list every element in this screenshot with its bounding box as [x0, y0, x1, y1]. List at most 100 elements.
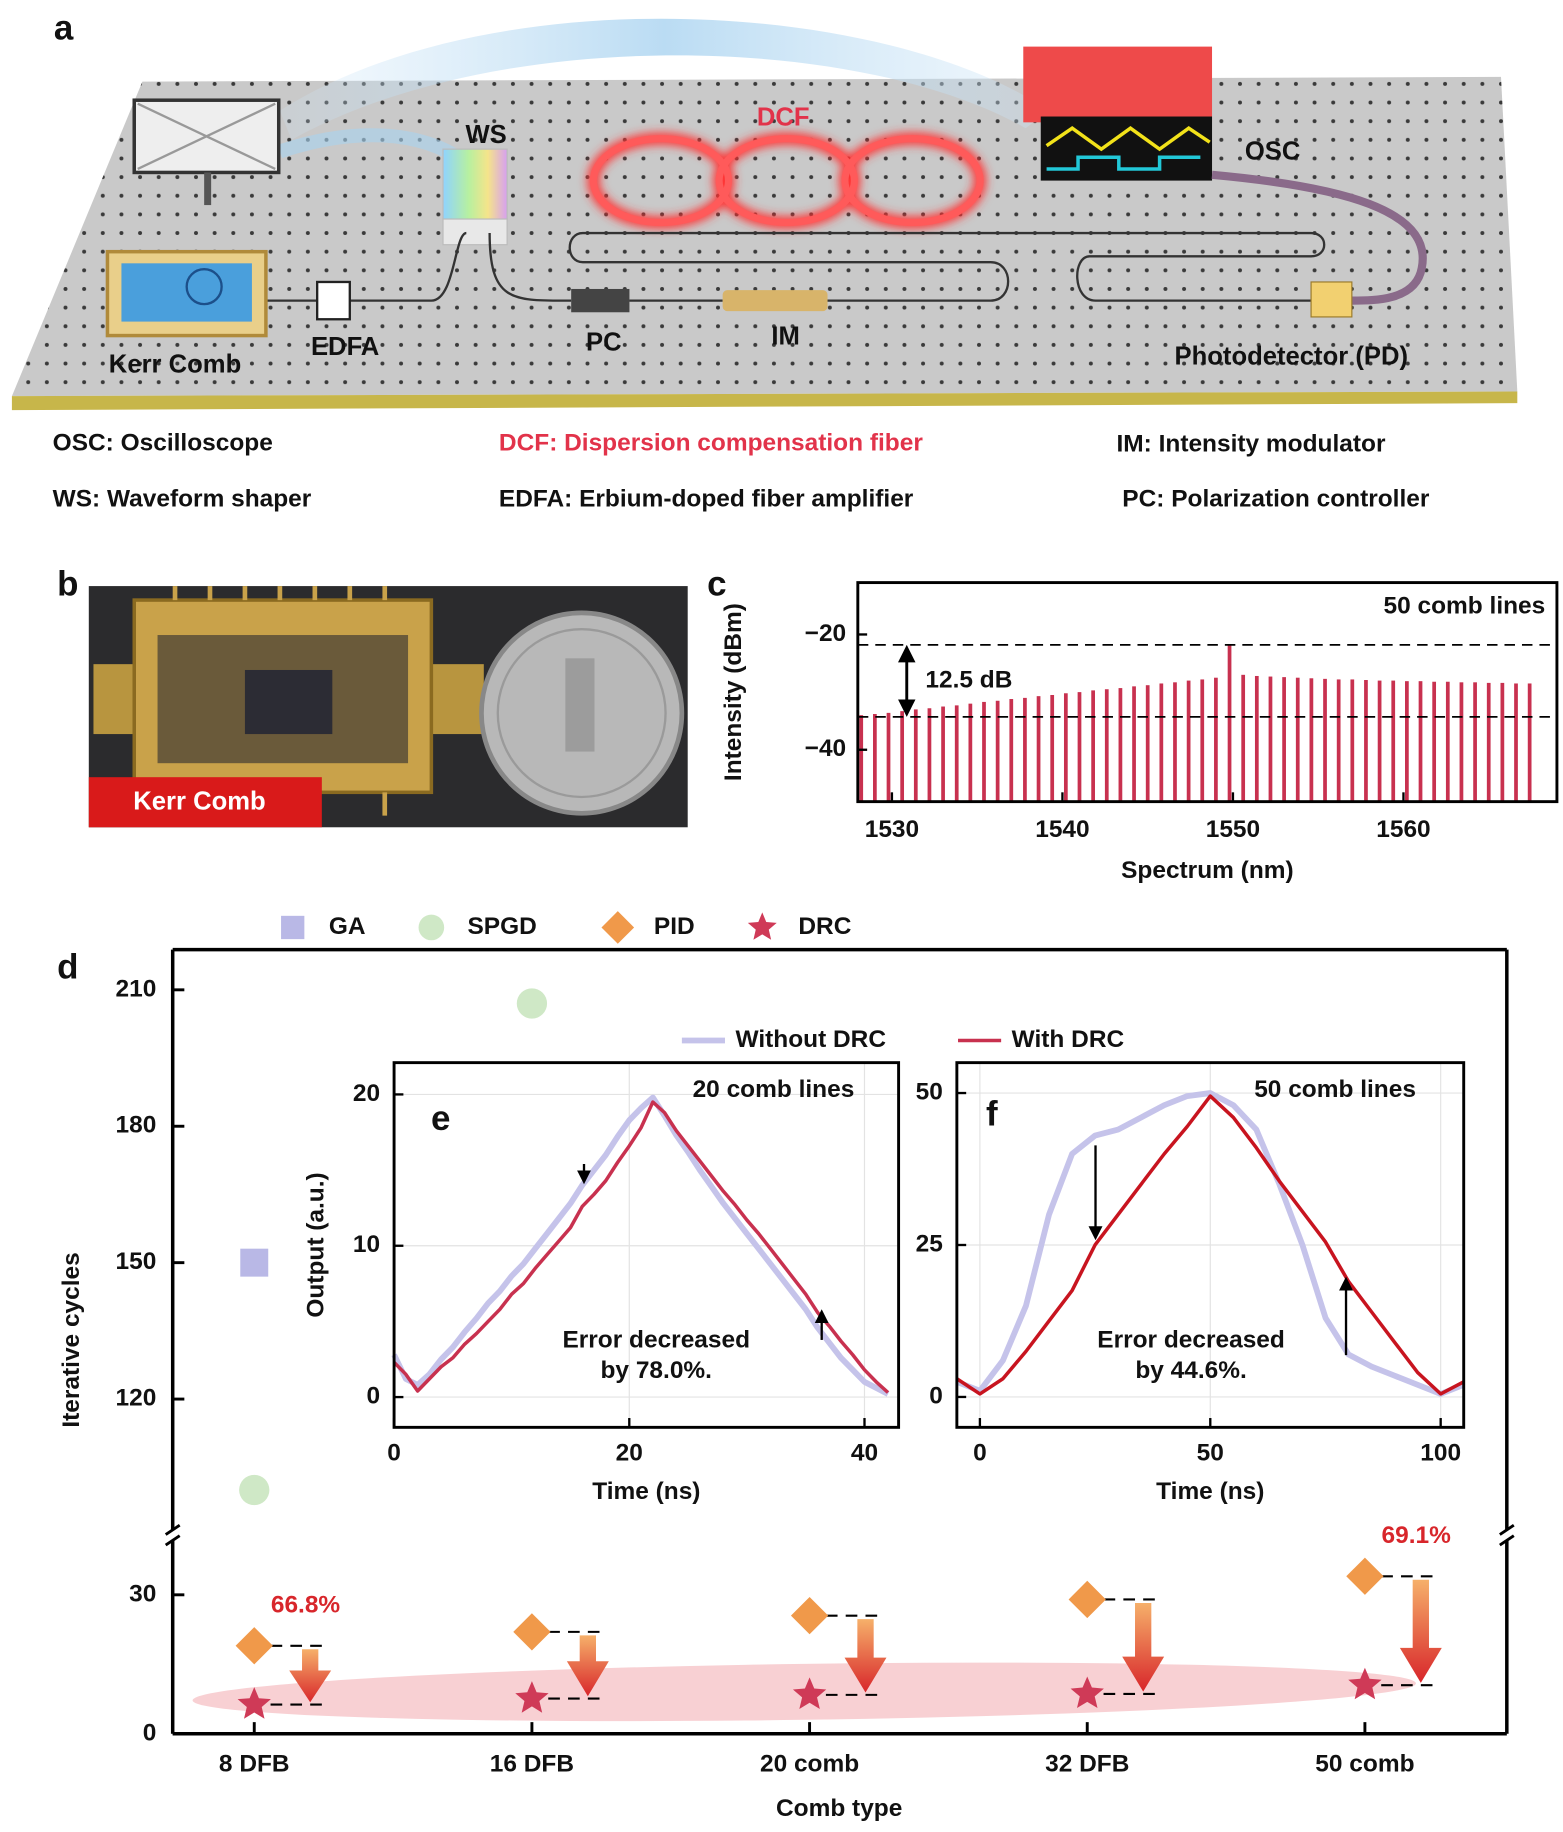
marker-square	[281, 915, 305, 940]
component-label: DCF	[757, 104, 810, 132]
pc-device	[571, 288, 630, 313]
y-tick-label: 0	[929, 1382, 943, 1409]
x-axis-label: Time (ns)	[1156, 1478, 1264, 1505]
reduction-arrow	[289, 1649, 332, 1703]
comb-line	[1214, 677, 1218, 802]
annotation: 20 comb lines	[693, 1076, 855, 1103]
marker-diamond	[1068, 1580, 1106, 1619]
panel-label: a	[54, 9, 74, 48]
comb-line	[886, 712, 891, 802]
chip	[244, 669, 333, 735]
package-flange	[431, 664, 484, 735]
legend-label: PID	[654, 913, 695, 940]
x-axis-label: Time (ns)	[592, 1478, 700, 1505]
data-stream	[279, 18, 1049, 140]
comb-line	[954, 705, 959, 802]
marker-diamond	[1346, 1557, 1384, 1595]
panel-label: c	[707, 564, 726, 603]
marker-star	[515, 1681, 549, 1713]
y-tick-label: 150	[116, 1248, 157, 1275]
component-label: IM	[771, 323, 799, 351]
comb-line	[1445, 681, 1450, 802]
x-tick-label: 0	[973, 1440, 987, 1467]
reduction-arrow	[1122, 1602, 1165, 1692]
monitor-screen	[137, 102, 276, 171]
caption-box	[88, 777, 322, 828]
x-tick-label: 8 DFB	[219, 1751, 290, 1778]
y-tick-label: 210	[116, 975, 157, 1002]
abbreviation: EDFA: Erbium-doped fiber amplifier	[499, 485, 914, 512]
comb-line	[982, 701, 986, 802]
y-tick-label: 0	[143, 1719, 157, 1746]
coax-cable	[1211, 170, 1427, 305]
comb-line	[1241, 674, 1246, 802]
y-tick-label: 30	[129, 1580, 156, 1607]
microring	[185, 267, 223, 306]
component-label: PC	[586, 328, 622, 356]
marker-star	[792, 1677, 827, 1709]
comb-line	[1459, 682, 1464, 802]
y-tick-label: 20	[353, 1080, 380, 1107]
scope-trace	[1045, 126, 1211, 152]
abbreviation: DCF: Dispersion compensation fiber	[499, 429, 923, 456]
y-tick-label: 10	[353, 1231, 380, 1258]
comb-line	[1104, 689, 1109, 802]
device-photo: b Kerr Comb	[57, 564, 688, 828]
marker-star	[747, 912, 777, 940]
waveform-shaper-base	[442, 218, 508, 246]
comb-line	[1023, 697, 1027, 802]
comb-line	[1295, 677, 1300, 802]
comb-line	[873, 714, 877, 802]
marker-diamond	[790, 1597, 829, 1635]
comb-line	[1527, 683, 1532, 802]
marker-star	[237, 1687, 271, 1719]
comb-line	[1186, 680, 1191, 802]
comb-line	[1254, 675, 1259, 802]
marker-star	[1070, 1676, 1104, 1709]
setup-diagram: a WS DCF OSC Kerr Comb EDFA PC IM Photod…	[11, 9, 1518, 512]
marker-circle	[239, 1474, 270, 1506]
scope-trace	[1046, 155, 1201, 171]
y-tick-label: −20	[805, 620, 846, 647]
comb-line	[1350, 679, 1355, 802]
comb-line	[995, 700, 1000, 802]
plot-frame	[856, 581, 1559, 804]
reduction-arrow	[844, 1619, 887, 1693]
comb-line	[1432, 681, 1437, 802]
waveform-shaper	[442, 148, 508, 220]
series-line	[391, 1094, 890, 1397]
reduction-arrow	[1399, 1579, 1442, 1683]
comb-line	[1173, 682, 1177, 802]
x-tick-label: 1540	[1035, 816, 1089, 843]
plot-frame	[955, 1061, 1466, 1429]
comb-line	[913, 709, 918, 802]
marker-circle	[418, 914, 445, 941]
marker-diamond	[601, 911, 635, 944]
axis-break	[164, 1534, 181, 1547]
x-tick-label: 20	[616, 1440, 643, 1467]
comb-line	[1323, 678, 1327, 802]
y-axis-label: Intensity (dBm)	[720, 603, 747, 781]
axis-break	[164, 1524, 181, 1536]
legend-label: GA	[329, 913, 366, 940]
x-tick-label: 20 comb	[760, 1751, 859, 1778]
package-flange	[93, 664, 141, 735]
comb-line	[1377, 680, 1382, 802]
y-tick-label: 25	[916, 1230, 943, 1257]
photo-caption: Kerr Comb	[133, 788, 265, 816]
monitor-stand	[204, 172, 212, 206]
x-tick-label: 50 comb	[1315, 1751, 1414, 1778]
series-line	[955, 1094, 1465, 1396]
abbreviation: WS: Waveform shaper	[53, 485, 312, 512]
reduction-label: 66.8%	[271, 1592, 341, 1619]
component-label: OSC	[1245, 137, 1301, 165]
comb-line	[1514, 683, 1518, 802]
y-tick-label: 0	[366, 1383, 380, 1410]
level-label: 12.5 dB	[925, 666, 1012, 693]
error-arrows	[577, 1145, 1354, 1356]
axis-break	[1499, 1534, 1515, 1547]
error-note: by 78.0%.	[601, 1357, 712, 1384]
abbreviation: IM: Intensity modulator	[1116, 431, 1385, 458]
comb-line	[1200, 679, 1205, 802]
